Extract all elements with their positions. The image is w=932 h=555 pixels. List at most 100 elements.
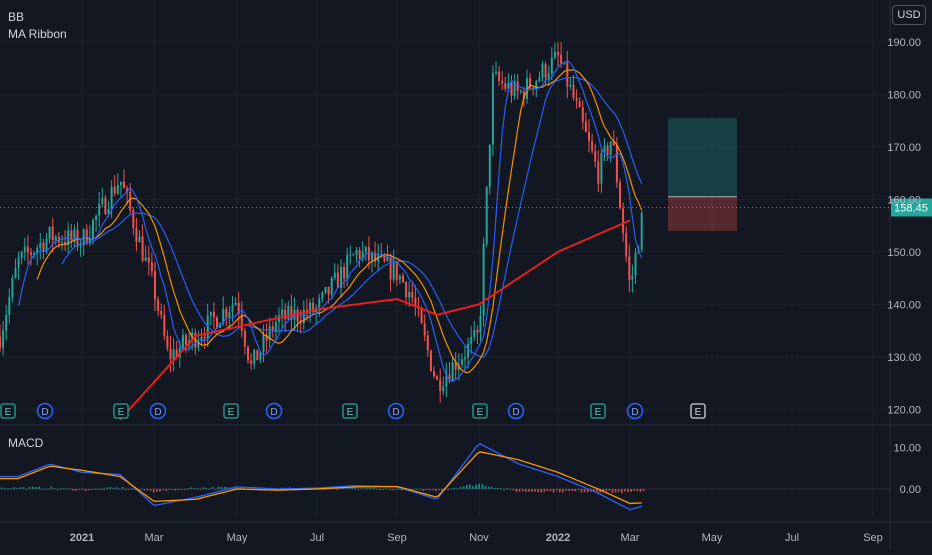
candle-body [389,257,392,280]
dividend-marker-label: D [270,407,277,418]
macd-hist-bar [466,484,468,489]
x-tick-label: Mar [145,532,164,544]
earnings-marker-label: E [695,407,702,418]
candle-body [622,208,625,234]
y-tick-label: 120.00 [887,404,921,416]
earnings-marker-label: E [228,407,235,418]
candle-body [526,78,528,99]
macd-hist-bar [500,487,502,489]
macd-hist-bar [156,488,158,492]
candle-body [200,337,203,341]
currency-button[interactable]: USD [892,5,926,25]
y-tick-label: 170.00 [887,142,921,154]
macd-hist-bar [580,488,583,493]
candle-body [529,78,532,88]
dividend-marker [36,402,54,420]
macd-hist-bar [478,483,480,489]
macd-hist-bar [63,487,65,489]
candle-body [392,262,395,280]
candle-body [45,238,48,252]
earnings-marker [472,403,488,419]
x-tick-label: May [227,532,248,544]
macd-hist-bar [75,488,77,491]
macd-hist-bar [87,488,90,491]
candle-body [197,340,200,348]
macd-hist-bar [177,488,180,490]
candle-body [371,252,373,261]
candle-body [39,242,42,249]
candle-body [11,277,14,298]
candle-body [448,374,451,381]
candle-body [98,203,101,216]
macd-hist-bar [149,488,152,491]
macd-hist-bar [22,487,25,489]
macd-hist-bar [540,488,542,493]
candle-body [355,249,358,255]
candle-body [491,73,494,145]
macd-hist-bar [66,488,68,490]
macd-hist-bar [509,488,511,490]
macd-hist-bar [115,487,118,489]
macd-hist-bar [218,486,220,489]
macd-hist-bar [50,486,53,489]
candle-body [312,302,315,313]
macd-hist-bar [586,488,589,493]
candle-body [79,245,82,247]
candle-body [64,242,67,245]
candle-body [578,101,581,108]
macd-hist-bar [143,488,146,491]
candle-body [436,376,439,380]
macd-hist-bar [196,488,198,490]
candle-body [513,81,516,96]
macd-hist-bar [639,488,642,492]
macd-hist-bar [636,488,639,492]
macd-hist-bar [531,488,533,492]
macd-hist-bar [69,488,71,490]
last-price-tag [891,198,932,217]
macd-hist-bar [221,487,223,489]
candle-body [51,226,54,241]
macd-hist-bar [38,486,40,489]
macd-hist-bar [112,487,115,489]
candle-body [250,360,253,364]
candle-body [256,349,259,361]
candle-body [383,254,386,262]
candle-body [281,309,284,316]
y-tick-label: 150.00 [887,247,921,259]
macd-hist-bar [577,488,580,491]
earnings-marker-label: E [5,407,12,418]
y-tick-label: 140.00 [887,299,921,311]
candle-body [324,286,327,293]
candle-body [234,302,237,305]
candle-body [467,343,470,358]
dividend-marker [507,402,525,420]
macd-hist-bar [121,487,124,489]
earnings-marker [113,403,129,419]
macd-hist-bar [41,488,43,490]
macd-hist-bar [7,488,9,490]
candle-body [5,315,8,331]
dividend-marker [265,402,283,420]
macd-hist-bar [574,488,577,492]
macd-hist-bar [546,488,549,492]
macd-hist-bar [397,488,400,490]
candle-body [541,64,544,78]
macd-hist-bar [611,488,614,493]
candle-body [132,209,135,229]
dividend-marker-label: D [631,407,638,418]
candle-body [522,91,525,99]
earnings-marker [342,403,358,419]
macd-hist-bar [379,488,381,491]
candle-body [569,84,572,87]
candle-body [61,242,63,244]
macd-hist-bar [627,488,629,493]
macd-hist-bar [19,487,22,489]
candle-body [395,262,398,280]
macd-hist-bar [565,488,567,491]
candle-body [107,209,110,215]
earnings-marker [223,403,239,419]
macd-hist-bar [562,488,564,493]
candle-body [138,236,141,243]
